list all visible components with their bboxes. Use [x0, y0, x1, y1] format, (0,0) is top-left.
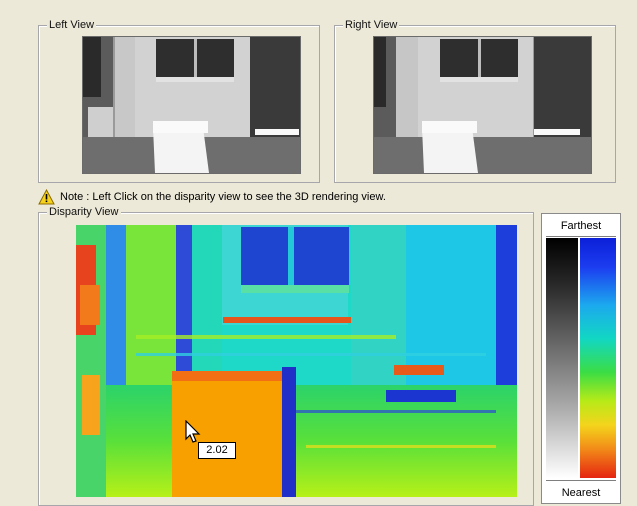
right-view-title: Right View	[343, 18, 400, 32]
warning-icon	[38, 189, 55, 205]
legend-bottom-divider	[546, 480, 616, 481]
right-view-group: Right View	[334, 18, 616, 183]
note-text: Note : Left Click on the disparity view …	[60, 191, 386, 203]
legend-farthest-label: Farthest	[560, 220, 602, 232]
color-scale-bar	[580, 238, 616, 478]
legend-top-divider	[546, 236, 616, 237]
disparity-map[interactable]	[76, 225, 517, 497]
disparity-view-title: Disparity View	[47, 205, 121, 219]
left-view-title: Left View	[47, 18, 97, 32]
depth-color-legend: Farthest Nearest	[541, 213, 621, 504]
left-view-group: Left View	[38, 18, 320, 183]
disparity-value-tooltip: 2.02	[198, 442, 236, 459]
legend-nearest-label: Nearest	[561, 487, 601, 499]
grayscale-scale-bar	[546, 238, 578, 478]
right-camera-image	[373, 36, 592, 174]
left-camera-image	[82, 36, 301, 174]
mouse-pointer-icon	[185, 420, 201, 443]
